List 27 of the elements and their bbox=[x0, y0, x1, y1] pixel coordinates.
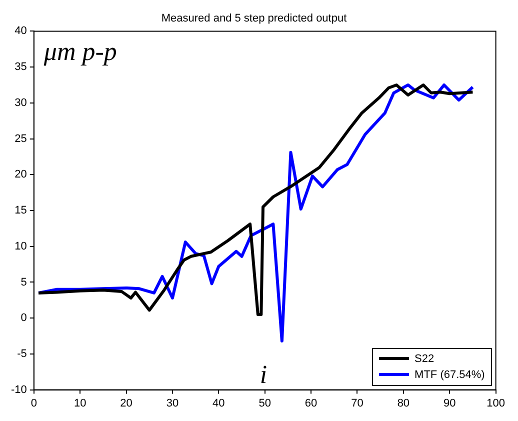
x-tick-label: 90 bbox=[444, 397, 456, 410]
y-tick-label: 15 bbox=[14, 204, 27, 217]
x-tick-label: 0 bbox=[30, 397, 37, 410]
x-tick-label: 80 bbox=[397, 397, 410, 410]
legend-label: MTF (67.54%) bbox=[414, 368, 485, 381]
y-tick-label: 35 bbox=[14, 61, 27, 74]
x-tick-label: 60 bbox=[304, 397, 318, 410]
x-tick-label: 10 bbox=[74, 397, 86, 410]
x-tick-label: 100 bbox=[486, 397, 506, 410]
y-tick-label: 5 bbox=[20, 276, 27, 288]
legend-label: S22 bbox=[414, 352, 434, 365]
y-tick-label: -5 bbox=[17, 348, 27, 360]
y-tick-label: 20 bbox=[14, 168, 27, 181]
y-tick-label: 30 bbox=[14, 96, 27, 109]
y-tick-label: -10 bbox=[10, 384, 27, 396]
annotation: i bbox=[260, 360, 268, 389]
x-tick-label: 30 bbox=[166, 397, 179, 410]
x-tick-label: 40 bbox=[212, 397, 225, 410]
x-tick-label: 50 bbox=[258, 397, 271, 410]
chart-title: Measured and 5 step predicted output bbox=[161, 12, 347, 25]
y-tick-label: 25 bbox=[14, 132, 27, 145]
annotation: μm p-p bbox=[44, 37, 117, 66]
x-tick-label: 20 bbox=[120, 397, 132, 410]
y-tick-label: 0 bbox=[20, 312, 27, 324]
x-tick-label: 70 bbox=[351, 397, 364, 410]
y-tick-label: 10 bbox=[14, 240, 27, 252]
y-tick-label: 40 bbox=[14, 25, 27, 38]
